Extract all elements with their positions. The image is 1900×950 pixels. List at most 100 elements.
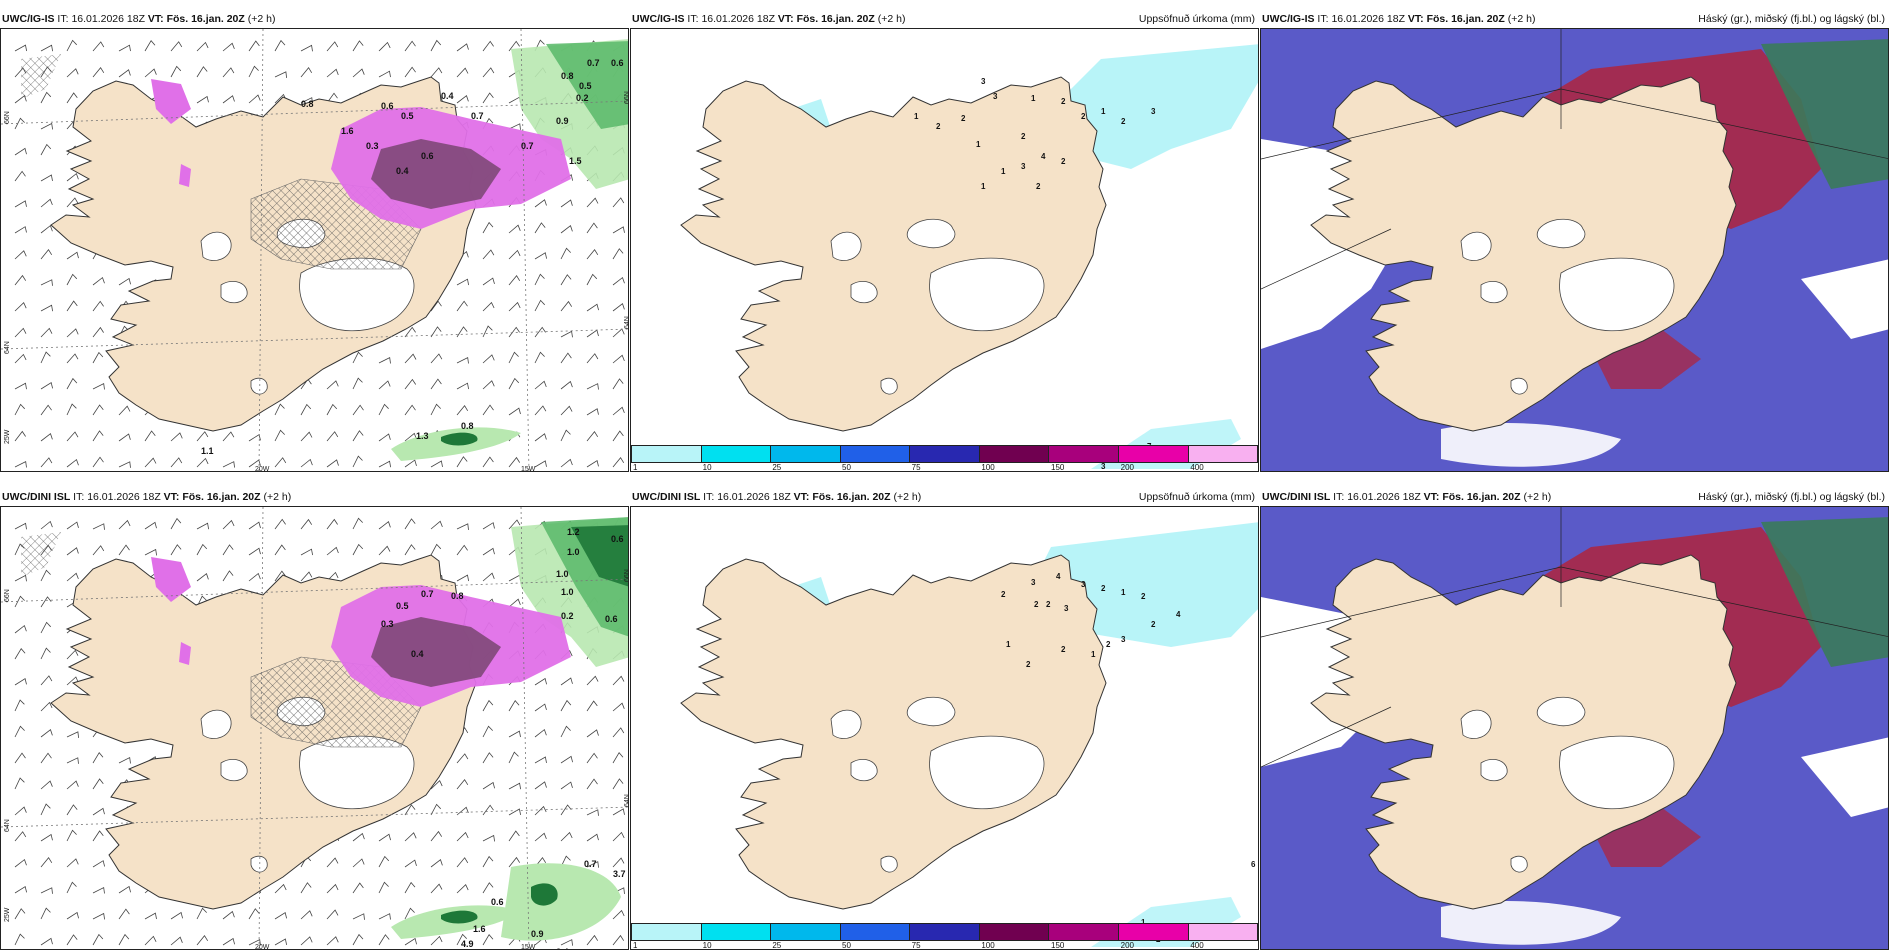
wind-barb — [482, 380, 495, 390]
wind-barb — [92, 778, 104, 790]
panel-dini-precip: UWC/DINI ISL IT: 16.01.2026 18Z VT: Fös.… — [630, 488, 1259, 950]
wind-barb — [612, 831, 625, 842]
vt-label: VT: — [1423, 491, 1440, 503]
value-label: 0.7 — [471, 111, 484, 121]
graticule — [1, 29, 628, 471]
wind-barb — [118, 69, 131, 78]
axis-label: 20W — [255, 466, 270, 472]
legend-tick: 50 — [842, 941, 851, 950]
glacier-2 — [830, 231, 862, 261]
wind-barb — [40, 457, 53, 468]
it-label: IT: — [57, 13, 69, 25]
legend-tick: 75 — [911, 463, 921, 472]
grid-line — [1560, 566, 1888, 637]
legend-swatch — [1118, 446, 1189, 462]
wind-barb — [378, 403, 389, 416]
value-label: 1.1 — [201, 446, 214, 456]
wind-barb — [274, 544, 286, 556]
vt-label: VT: — [163, 491, 180, 503]
green-dark-south — [441, 910, 478, 924]
value-label: 1.3 — [416, 431, 429, 441]
wind-barb — [144, 521, 157, 530]
wind-barb — [300, 548, 313, 556]
wind-barb — [430, 859, 443, 868]
wind-barb — [118, 908, 130, 920]
wind-barb — [14, 430, 26, 442]
wind-barb — [612, 354, 625, 364]
wind-barb — [482, 781, 495, 790]
axis-label: 64N — [624, 794, 629, 807]
wind-barb — [352, 913, 365, 920]
wind-barb — [352, 543, 364, 556]
wind-barb — [14, 327, 27, 338]
wind-barb — [534, 832, 547, 842]
wind-barb — [612, 378, 624, 390]
wind-barb — [456, 356, 469, 364]
wind-barb — [586, 249, 599, 260]
legend-swatch — [632, 446, 702, 462]
wind-barb — [66, 458, 79, 468]
value-label: 2 — [1026, 660, 1031, 669]
model-name: UWC/IG-IS — [632, 13, 685, 25]
vt-label: VT: — [147, 13, 164, 25]
iceland-landmass — [680, 554, 1107, 910]
value-label: 2 — [1001, 590, 1006, 599]
wind-barb — [14, 777, 25, 790]
wind-barb — [378, 433, 391, 442]
wind-barb — [274, 39, 286, 52]
wind-barb — [326, 571, 339, 582]
value-label: 0.6 — [611, 534, 624, 544]
wind-barb — [352, 351, 363, 364]
wind-barb — [456, 753, 469, 764]
wind-barb — [66, 197, 79, 208]
value-label: 1.0 — [561, 587, 574, 597]
wind-barb — [66, 676, 79, 686]
glacier-5 — [880, 377, 898, 395]
lon-line-20 — [258, 29, 264, 471]
wind-barb — [170, 936, 183, 946]
wind-barb — [534, 805, 547, 816]
wind-barb — [118, 44, 131, 52]
wind-barb — [248, 94, 261, 104]
wind-barb — [144, 457, 157, 468]
wind-barb — [40, 44, 53, 52]
wind-barb — [300, 458, 313, 468]
wind-barb — [66, 572, 79, 582]
wind-barb — [404, 804, 416, 816]
wind-barb — [14, 677, 27, 686]
wind-barb — [456, 779, 469, 790]
wind-barb — [430, 67, 443, 78]
wind-precip-map: 0.7 0.6 0.8 0.5 0.4 0.6 0.7 0.9 1.6 1.1 1.3 0.8 0.5 0… — [1, 29, 628, 472]
value-label: 0.8 — [301, 99, 314, 109]
axis-label: 66N — [624, 569, 629, 582]
cloud-map — [1261, 29, 1888, 471]
legend-swatch — [701, 446, 772, 462]
wind-barb — [222, 95, 235, 104]
wind-barb — [586, 273, 598, 286]
panel-header: UWC/IG-IS IT: 16.01.2026 18Z VT: Fös. 16… — [0, 10, 629, 28]
axis-label: 20W — [255, 944, 270, 950]
wind-barb — [560, 725, 571, 738]
wind-barb — [430, 300, 442, 312]
wind-barb — [222, 910, 235, 920]
wind-barb — [40, 381, 53, 390]
valid-time: Fös. 16.jan. 20Z — [1442, 491, 1521, 503]
wind-barb — [586, 303, 599, 312]
value-label: 4 — [1056, 572, 1061, 581]
wind-barb — [404, 832, 417, 842]
wind-barb — [92, 886, 105, 894]
panel-dini-wind: UWC/DINI ISL IT: 16.01.2026 18Z VT: Fös.… — [0, 488, 629, 950]
wind-barb — [612, 752, 624, 764]
value-label: 1.6 — [341, 126, 354, 136]
wind-barb — [66, 649, 79, 660]
value-labels: 2231234321222123246912 — [1001, 572, 1256, 944]
legend-tick: 1 — [633, 941, 638, 950]
wind-barb — [66, 251, 79, 260]
precip-areas — [21, 39, 628, 461]
wind-barb — [196, 66, 208, 78]
value-label: 3 — [981, 77, 986, 86]
glacier-3 — [1559, 257, 1675, 332]
wind-barb — [326, 909, 339, 920]
wind-barb — [430, 883, 443, 894]
axis-labels: 20W 15W 25W 66N 64N 66N 64N — [4, 569, 629, 950]
